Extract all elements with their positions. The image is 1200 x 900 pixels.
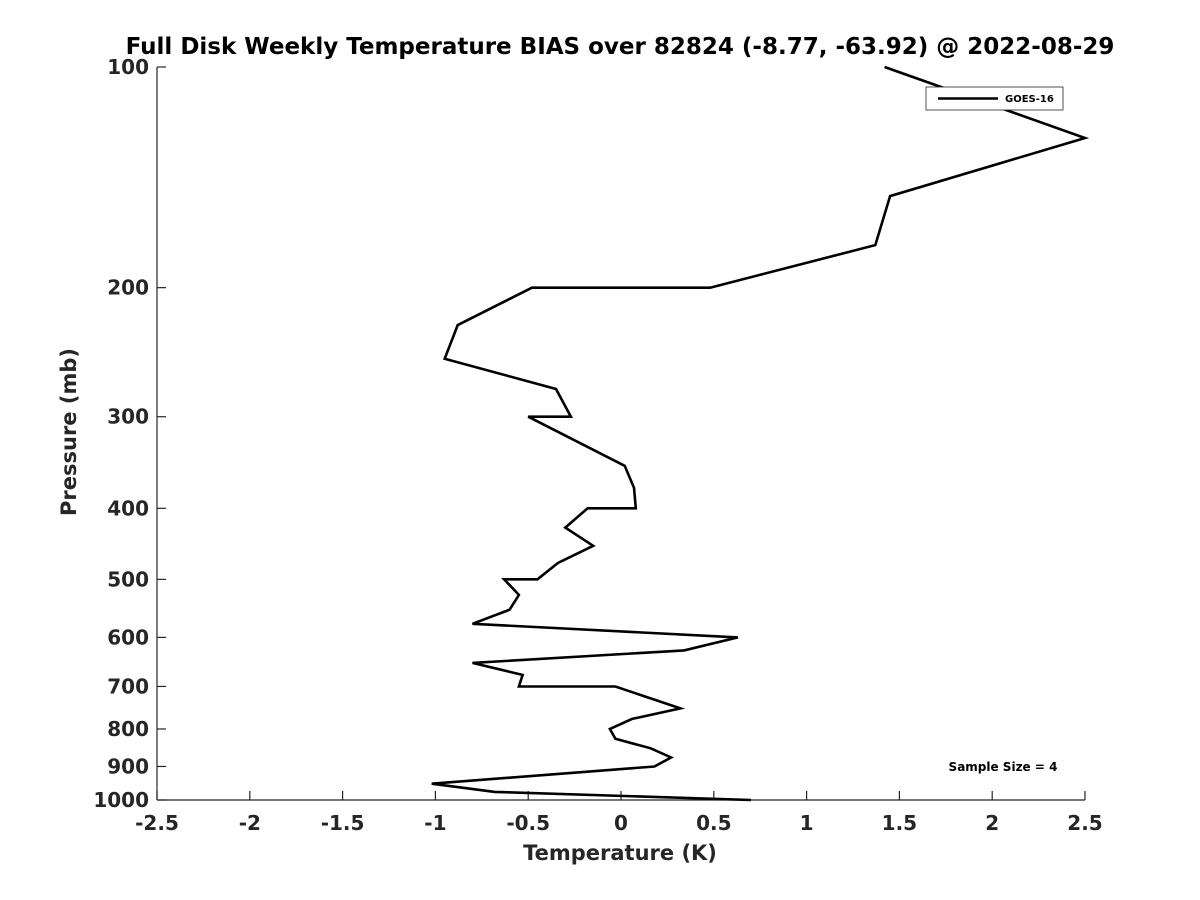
plot-area: -2.5 -2 -1.5 -1 -0.5 0 0.5 1 1.5 2 2.5 100 200 300 40…	[93, 55, 1102, 835]
y-tick-label: 600	[107, 625, 149, 649]
y-tick-label: 100	[107, 55, 149, 79]
series-layer	[431, 65, 1090, 802]
x-tick-label: 2.5	[1067, 811, 1102, 835]
chart-title: Full Disk Weekly Temperature BIAS over 8…	[126, 34, 1115, 60]
y-tick-label: 300	[107, 405, 149, 429]
x-tick-label: 1.5	[882, 811, 917, 835]
y-tick-label: 400	[107, 496, 149, 520]
x-tick-label: 1	[800, 811, 814, 835]
sample-size-annotation: Sample Size = 4	[949, 760, 1058, 774]
legend-label-goes-16: GOES-16	[1005, 94, 1054, 105]
x-tick-label: -1	[424, 811, 446, 835]
y-tick-label: 700	[107, 674, 149, 698]
x-tick-label: -2	[239, 811, 261, 835]
legend: GOES-16	[925, 86, 1064, 111]
y-tick-label: 1000	[93, 788, 149, 812]
y-tick-label: 200	[107, 276, 149, 300]
x-tick-label: -1.5	[321, 811, 365, 835]
x-axis-title: Temperature (K)	[523, 841, 717, 865]
y-tick-label: 500	[107, 567, 149, 591]
x-tick-label: -0.5	[506, 811, 550, 835]
y-axis-title: Pressure (mb)	[57, 348, 81, 516]
series-line-goes-16	[431, 65, 1090, 802]
x-tick-label: -2.5	[135, 811, 179, 835]
x-tick-label: 2	[985, 811, 999, 835]
x-tick-label: 0	[614, 811, 628, 835]
y-tick-label: 800	[107, 717, 149, 741]
x-tick-label: 0.5	[696, 811, 731, 835]
y-axis-ticks: 100 200 300 400 500 600 700 800 900 1000	[93, 55, 166, 812]
x-axis-ticks: -2.5 -2 -1.5 -1 -0.5 0 0.5 1 1.5 2 2.5	[135, 791, 1103, 835]
y-tick-label: 900	[107, 754, 149, 778]
